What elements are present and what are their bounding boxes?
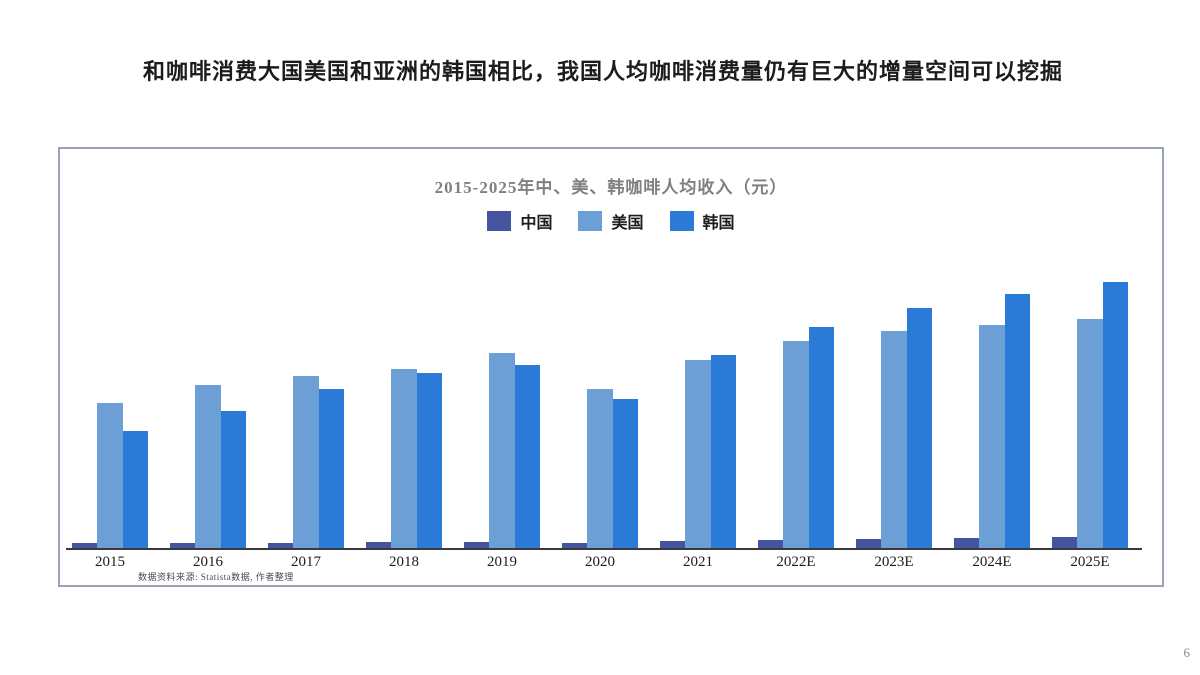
x-tick-label-2015: 2015 (95, 554, 125, 570)
legend-label-korea: 韩国 (702, 215, 735, 232)
x-tick-label-2025E: 2025E (1070, 554, 1110, 570)
bar-group-2022E (758, 327, 834, 548)
bar-china-2020 (562, 543, 588, 548)
bar-usa-2022E (783, 341, 809, 548)
legend-item-china: 中国 (487, 209, 552, 233)
bar-korea-2019 (514, 365, 540, 548)
x-axis-line (66, 548, 1142, 550)
bar-group-2021 (660, 355, 736, 548)
x-axis-labels: 2015 2016 2017 2018 2019 2020 2021 2022E 2023E 20… (72, 554, 1128, 571)
bar-usa-2024E (979, 325, 1005, 548)
bar-group-2020 (562, 389, 638, 548)
bar-china-2023E (856, 539, 882, 548)
bar-korea-2023E (906, 308, 932, 548)
bar-china-2025E (1052, 537, 1078, 548)
bar-china-2017 (268, 543, 294, 548)
bar-usa-2023E (881, 331, 907, 548)
bar-group-2018 (366, 369, 442, 548)
bar-korea-2016 (220, 411, 246, 548)
x-tick-label-2018: 2018 (389, 554, 419, 570)
chart-legend: 中国 美国 韩国 (60, 209, 1162, 233)
page-number: 6 (1183, 645, 1191, 660)
bar-china-2024E (954, 538, 980, 548)
bar-group-2023E (856, 308, 932, 548)
bar-korea-2018 (416, 373, 442, 548)
x-tick-label-2019: 2019 (487, 554, 517, 570)
x-tick-label-2021: 2021 (683, 554, 713, 570)
bar-usa-2025E (1077, 319, 1103, 548)
bar-china-2018 (366, 542, 392, 548)
bar-usa-2019 (489, 353, 515, 548)
bar-china-2019 (464, 542, 490, 548)
bar-korea-2017 (318, 389, 344, 548)
bar-korea-2024E (1004, 294, 1030, 548)
legend-item-korea: 韩国 (669, 209, 735, 233)
bar-group-2025E (1052, 282, 1128, 548)
bar-china-2021 (660, 541, 686, 548)
x-tick-label-2017: 2017 (291, 554, 321, 570)
legend-swatch-china (487, 211, 512, 231)
source-note: 数据资料来源: Statista数据, 作者整理 (138, 572, 294, 582)
chart-panel: 2015-2025年中、美、韩咖啡人均收入（元） 中国 美国 韩国 2015 2016… (58, 147, 1164, 587)
bar-china-2015 (72, 543, 98, 548)
bar-china-2022E (758, 540, 784, 548)
chart-title: 2015-2025年中、美、韩咖啡人均收入（元） (434, 178, 788, 197)
bar-korea-2025E (1102, 282, 1128, 548)
bar-group-2019 (464, 353, 540, 548)
x-tick-label-2020: 2020 (585, 554, 615, 570)
chart-plot-area (72, 268, 1128, 548)
bar-usa-2018 (391, 369, 417, 548)
bar-korea-2022E (808, 327, 834, 548)
legend-swatch-usa (578, 211, 603, 231)
bar-group-2017 (268, 376, 344, 548)
bar-china-2016 (170, 543, 196, 548)
legend-label-china: 中国 (520, 215, 553, 232)
bar-usa-2015 (97, 403, 123, 548)
legend-swatch-korea (669, 211, 694, 231)
bar-usa-2021 (685, 360, 711, 548)
bar-korea-2015 (122, 431, 148, 548)
x-tick-label-2022E: 2022E (776, 554, 816, 570)
page-title: 和咖啡消费大国美国和亚洲的韩国相比，我国人均咖啡消费量仍有巨大的增量空间可以挖掘 (143, 59, 1064, 84)
bar-korea-2020 (612, 399, 638, 548)
bar-usa-2016 (195, 385, 221, 548)
legend-label-usa: 美国 (611, 215, 644, 232)
bar-usa-2017 (293, 376, 319, 548)
x-tick-label-2023E: 2023E (874, 554, 914, 570)
legend-item-usa: 美国 (578, 209, 644, 233)
bar-group-2016 (170, 385, 246, 548)
bar-group-2024E (954, 294, 1030, 548)
bar-group-2015 (72, 403, 148, 548)
x-tick-label-2024E: 2024E (972, 554, 1012, 570)
x-tick-label-2016: 2016 (193, 554, 223, 570)
bar-korea-2021 (710, 355, 736, 548)
bar-usa-2020 (587, 389, 613, 548)
